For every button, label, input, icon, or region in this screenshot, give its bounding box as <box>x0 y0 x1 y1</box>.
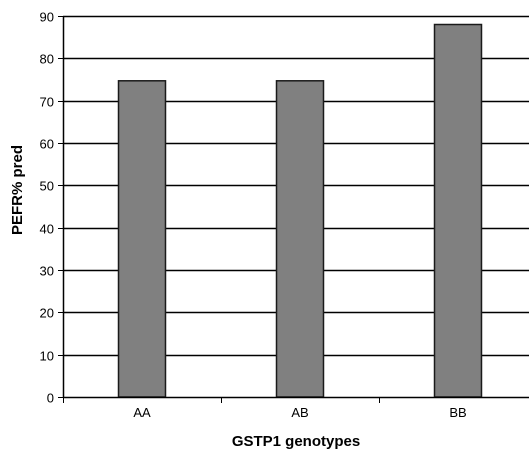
bar-aa <box>117 80 167 398</box>
y-tick-label: 50 <box>40 179 54 194</box>
bar-ab <box>275 80 325 398</box>
y-tick-label: 0 <box>47 391 54 406</box>
axes <box>58 16 529 403</box>
bar-bb <box>433 23 483 398</box>
y-tick-label: 40 <box>40 222 54 237</box>
y-tick-label: 20 <box>40 306 54 321</box>
y-tick-label: 10 <box>40 349 54 364</box>
x-tick-label: BB <box>449 405 466 420</box>
x-axis-title: GSTP1 genotypes <box>232 433 360 450</box>
y-tick-label: 70 <box>40 95 54 110</box>
x-tick-label: AA <box>133 405 151 420</box>
y-tick-label: 60 <box>40 137 54 152</box>
y-tick-label: 30 <box>40 264 54 279</box>
y-tick-label: 90 <box>40 10 54 25</box>
y-tick-label: 80 <box>40 52 54 67</box>
tick-labels: 0 10 20 30 40 50 60 70 80 90 AA AB BB <box>40 10 467 421</box>
bars <box>117 23 483 398</box>
x-tick-label: AB <box>291 405 308 420</box>
y-axis-title: PEFR% pred <box>9 145 26 235</box>
